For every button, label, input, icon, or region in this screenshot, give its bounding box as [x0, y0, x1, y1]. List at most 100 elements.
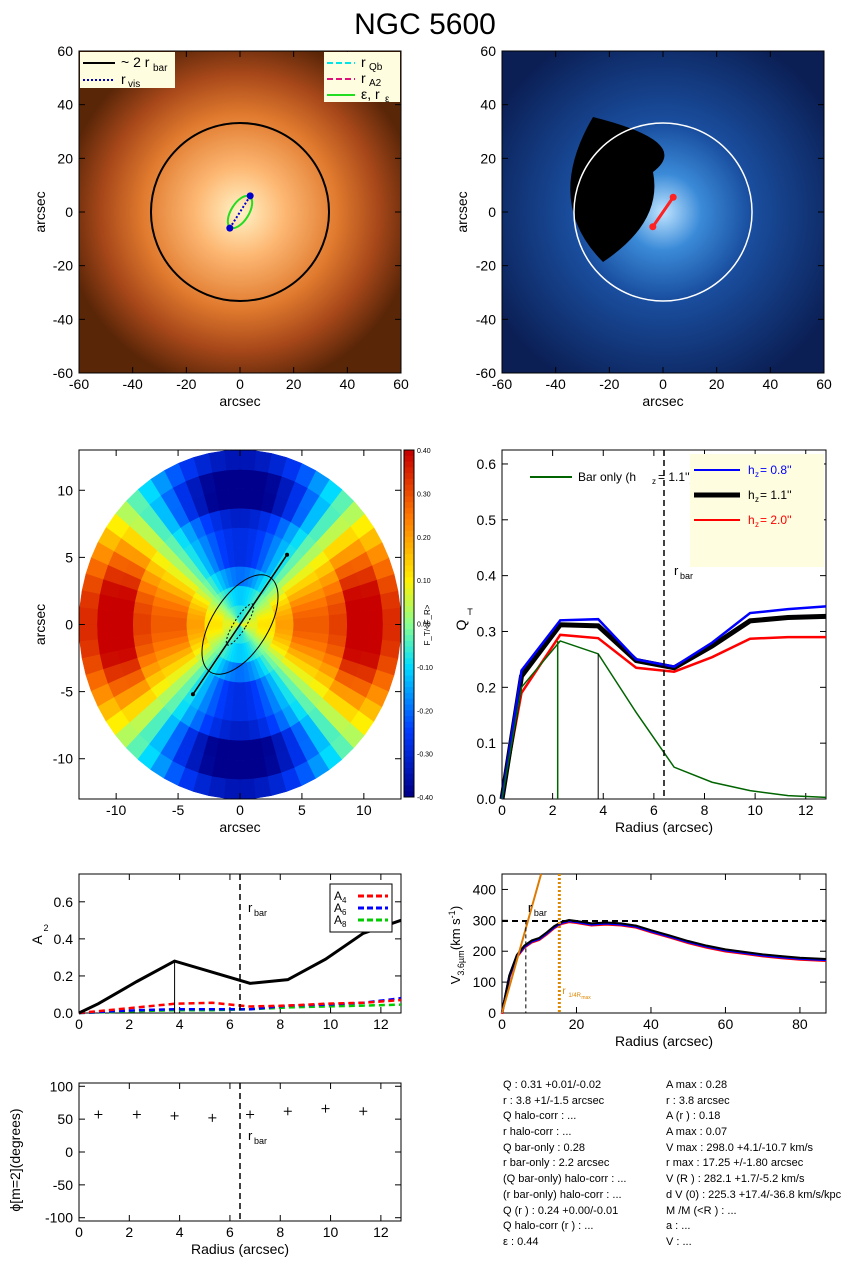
force-cell: [227, 740, 241, 761]
force-xtick-label: 0: [236, 802, 244, 818]
phi-ytick-label: 100: [50, 1078, 74, 1094]
param-v-ropt: V (R ) : 282.1 +1.7/-5.2 km/s: [666, 1173, 805, 1186]
force-cell: [239, 507, 251, 529]
force-ylabel: arcsec: [32, 604, 48, 645]
a2-xtick-label: 6: [226, 1016, 234, 1032]
colorbar-cell: [404, 640, 414, 648]
a2-legend-sub: 4: [342, 896, 347, 905]
param-a4max: A max : 0.07: [666, 1126, 728, 1139]
force-cell: [328, 624, 348, 637]
colorbar-cell: [404, 519, 414, 526]
force-cell: [364, 609, 384, 625]
phi-xtick-label: 12: [373, 1224, 389, 1240]
force-ytick-label: -10: [53, 751, 73, 767]
legend-right-sub: ε: [385, 94, 390, 105]
legend-right-sub: A2: [369, 78, 382, 89]
legend-right-text: r: [361, 54, 366, 70]
colorbar-cell: [404, 478, 414, 486]
vc-inner-slope-line: [501, 873, 543, 1014]
image-ytick-label: 60: [57, 43, 73, 59]
param-rqb-halo: r halo-corr : ...: [503, 1126, 572, 1139]
colorbar-cell: [404, 739, 414, 746]
param-qb-bar-only-halo: (Q bar-only) halo-corr : ...: [503, 1173, 627, 1186]
force-ytick-label: 0: [65, 617, 73, 633]
qt-ytick-label: 0.0: [477, 791, 497, 807]
phi-point: [321, 1104, 330, 1113]
qt-series-line: [501, 640, 827, 800]
colorbar-cell: [404, 721, 414, 729]
colorbar-cell: [404, 548, 414, 555]
param-qt-rbar-halo: Q halo-corr (r ) : ...: [503, 1220, 594, 1233]
a2-legend-sub: 6: [342, 908, 347, 917]
vc-xtick-label: 60: [718, 1016, 734, 1032]
force-xtick-label: 10: [356, 802, 372, 818]
qt-legend-val: = 2.0'': [760, 513, 792, 527]
a2-rbar-sub: bar: [254, 908, 267, 918]
colorbar-tick-label: -0.10: [417, 665, 433, 672]
force-cell: [382, 624, 402, 642]
vc-xtick-label: 0: [498, 1016, 506, 1032]
colorbar-cell: [404, 559, 414, 567]
force-cell: [239, 778, 257, 800]
residual-ytick-label: 0: [488, 204, 496, 220]
param-qt-rbar: Q (r ) : 0.24 +0.00/-0.01: [503, 1204, 619, 1217]
colorbar-cell: [404, 744, 414, 752]
force-xtick-label: -10: [106, 802, 126, 818]
vc-ylabel-part: ): [448, 906, 463, 910]
phi-point: [132, 1110, 141, 1119]
qt-xtick-label: 2: [549, 802, 557, 818]
qt-legend-val: = 0.8'': [760, 463, 792, 477]
image-xtick-label: -40: [123, 376, 143, 392]
residual-xtick-label: 20: [709, 376, 725, 392]
a2-xtick-label: 12: [373, 1016, 389, 1032]
colorbar-cell: [404, 455, 414, 463]
force-cell: [132, 612, 152, 625]
vc-ytick-label: 0: [488, 1005, 496, 1021]
colorbar-cell: [404, 756, 414, 763]
figure-title: NGC 5600: [354, 8, 496, 41]
a2-ytick-label: 0.2: [54, 968, 74, 984]
vc-series-line: [501, 919, 827, 1013]
colorbar-cell: [404, 675, 414, 682]
param-ra2: r : 3.8 arcsec: [666, 1094, 730, 1107]
residual-xtick-label: -20: [599, 376, 619, 392]
param-vmax: V max : 298.0 +4.1/-10.7 km/s: [666, 1141, 814, 1154]
circle-2rbar: [149, 121, 331, 303]
param-epsilon: ε : 0.44: [503, 1235, 539, 1248]
phi-xtick-label: 8: [276, 1224, 284, 1240]
qt-legend-bar-only: Bar only (h: [578, 470, 636, 484]
force-cell: [225, 469, 241, 490]
qt-series-line: [500, 605, 827, 800]
force-cell: [114, 624, 134, 639]
image-ytick-label: -40: [53, 311, 73, 327]
param-a2-rbar: A (r ) : 0.18: [666, 1110, 721, 1123]
a2-legend-sub: 8: [342, 920, 347, 929]
a2-ylabel-sub: 2: [43, 923, 48, 933]
phi-xtick-label: 0: [75, 1224, 83, 1240]
colorbar-cell: [404, 467, 414, 474]
legend-2rbar-text: ~ 2 r: [121, 54, 150, 70]
qt-legend-z: z: [755, 495, 759, 504]
residual-xtick-label: -40: [546, 376, 566, 392]
phi-point: [170, 1111, 179, 1120]
legend-right-text: ε, r: [361, 86, 380, 102]
vc-frame: [501, 873, 827, 1014]
colorbar-cell: [404, 710, 414, 717]
colorbar-tick-label: 0.00: [417, 622, 431, 629]
residual-circle: [573, 122, 753, 302]
param-a2max: A max : 0.28: [666, 1079, 728, 1091]
a2-series-line: [78, 918, 402, 1015]
colorbar-cell: [404, 577, 414, 584]
param-qb-bar-only: Q bar-only : 0.28: [503, 1141, 585, 1154]
qt-legend-val: = 1.1'': [760, 488, 792, 502]
image-xtick-label: 0: [236, 376, 244, 392]
colorbar-cell: [404, 594, 414, 601]
colorbar-tick-label: 0.40: [417, 448, 431, 455]
force-cell: [225, 759, 241, 780]
phi-point: [94, 1110, 103, 1119]
qt-xtick-label: 6: [650, 802, 658, 818]
colorbar-cell: [404, 716, 414, 723]
residual-xtick-label: 40: [763, 376, 779, 392]
colorbar-cell: [404, 484, 414, 491]
colorbar-cell: [404, 554, 414, 561]
